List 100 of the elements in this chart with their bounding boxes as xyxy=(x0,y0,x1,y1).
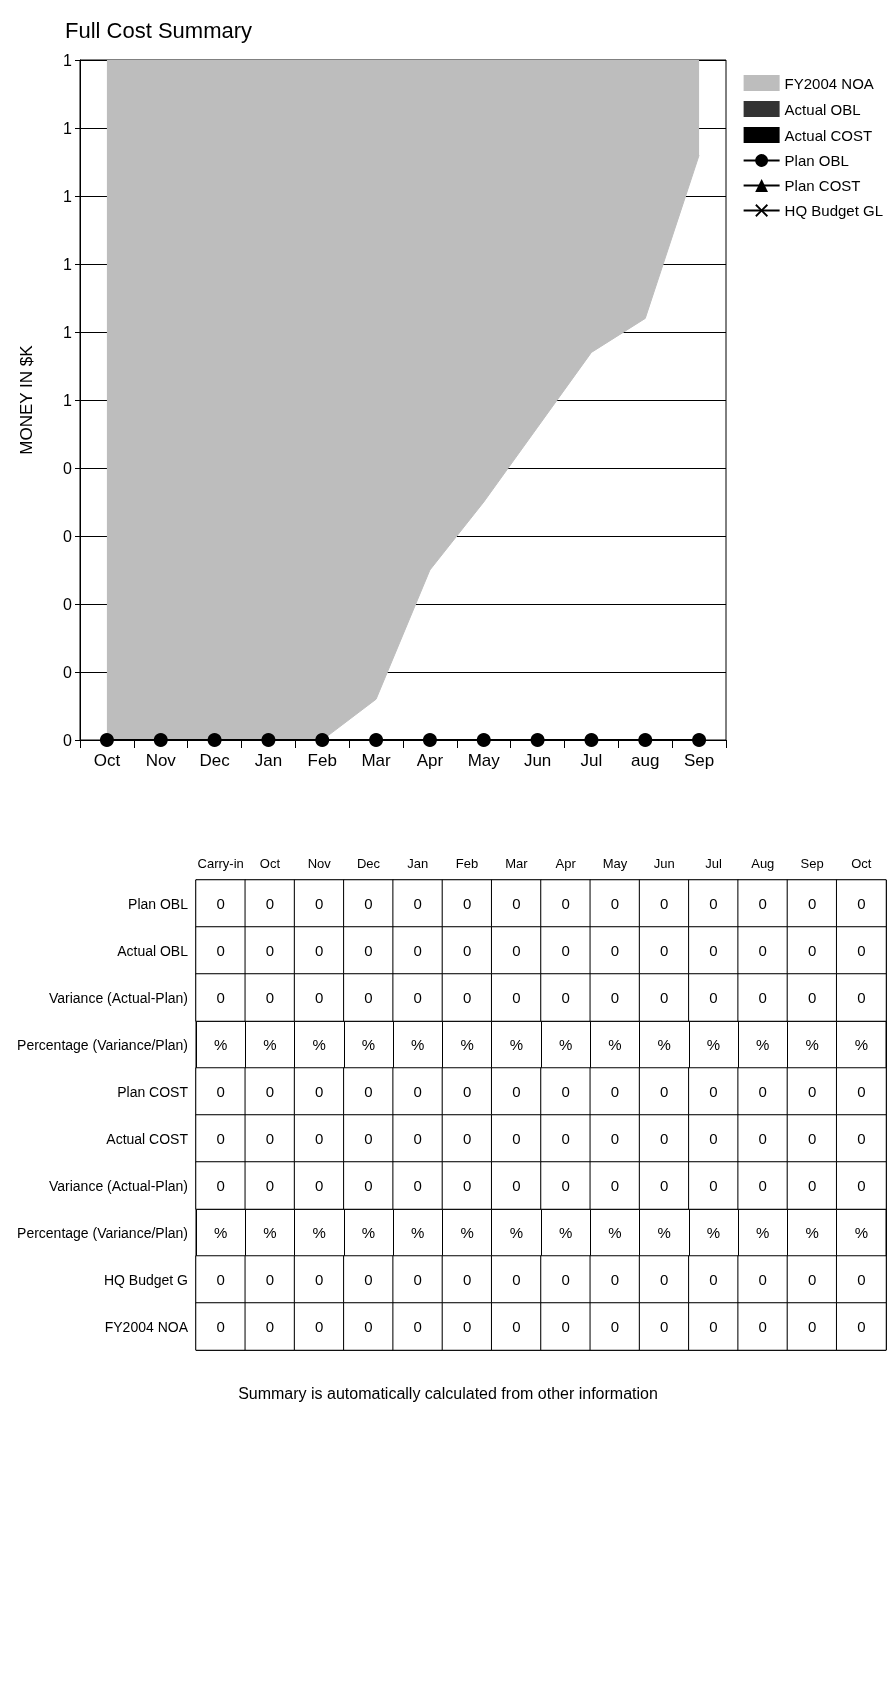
data-label: 0 xyxy=(610,1318,620,1335)
x-tick-label: Oct xyxy=(851,856,872,871)
x-tick-label: Nov xyxy=(145,751,177,770)
text: % xyxy=(460,1036,474,1053)
x-tick-label: Feb xyxy=(455,856,479,871)
data-label: 0 xyxy=(364,1130,373,1147)
data-label: 0 xyxy=(364,942,373,959)
data-label: 0 xyxy=(807,989,817,1006)
data-label: 0 xyxy=(265,1130,275,1147)
data-label: 0 xyxy=(709,1271,718,1288)
data-label: 0 xyxy=(413,989,422,1006)
data-label: 0 xyxy=(315,895,324,912)
data-label: 0 xyxy=(462,989,472,1006)
x-tick-label: Nov xyxy=(307,856,332,871)
data-label: 0 xyxy=(364,895,373,912)
text: % xyxy=(558,1224,573,1241)
y-tick-label: Percentage (Variance/Plan) xyxy=(17,1224,188,1241)
y-tick-label: Variance (Actual-Plan) xyxy=(48,1177,188,1194)
chart-title: Full Cost Summary xyxy=(65,17,253,43)
x-tick-label: Apr xyxy=(416,751,444,770)
data-label: 0 xyxy=(709,1130,718,1147)
text: % xyxy=(706,1224,721,1241)
data-label: 0 xyxy=(512,1130,521,1147)
data-label: 0 xyxy=(807,942,817,959)
data-label: 0 xyxy=(561,1130,570,1147)
text: % xyxy=(361,1224,376,1241)
data-label: 0 xyxy=(462,1318,472,1335)
x-tick-label: Sep xyxy=(683,751,715,770)
data-label: 0 xyxy=(660,1177,669,1194)
data-label: 0 xyxy=(462,942,472,959)
data-label: 0 xyxy=(610,989,620,1006)
data-label: 0 xyxy=(758,1271,767,1288)
data-label: 0 xyxy=(660,895,669,912)
text: % xyxy=(608,1224,622,1241)
data-label: 0 xyxy=(660,989,669,1006)
data-label: 0 xyxy=(315,1318,324,1335)
text: % xyxy=(608,1036,622,1053)
data-label: 0 xyxy=(364,1271,373,1288)
data-label: 0 xyxy=(216,895,225,912)
data-label: 0 xyxy=(462,1130,472,1147)
data-label: 0 xyxy=(512,1177,521,1194)
data-label: 0 xyxy=(857,989,866,1006)
x-tick-label: Oct xyxy=(93,751,121,770)
data-label: 0 xyxy=(265,942,275,959)
data-label: 0 xyxy=(315,1130,324,1147)
data-label: 0 xyxy=(709,1177,718,1194)
y-tick-label: 1 xyxy=(63,119,73,137)
data-label: 0 xyxy=(660,1271,669,1288)
y-tick-label: 1 xyxy=(63,323,73,341)
text: % xyxy=(854,1224,869,1241)
data-label: 0 xyxy=(413,942,422,959)
y-tick-label: Variance (Actual-Plan) xyxy=(48,989,188,1006)
y-tick-label: 1 xyxy=(63,391,73,409)
legend-label: Plan OBL xyxy=(784,152,849,169)
y-tick-label: 0 xyxy=(63,527,73,545)
data-label: 0 xyxy=(315,989,324,1006)
data-label: 0 xyxy=(709,1318,718,1335)
data-label: 0 xyxy=(413,1177,422,1194)
x-tick-label: May xyxy=(602,856,628,871)
data-label: 0 xyxy=(364,1318,373,1335)
data-label: 0 xyxy=(216,1083,225,1100)
text: % xyxy=(411,1036,425,1053)
text: % xyxy=(312,1224,326,1241)
x-tick-label: Jan xyxy=(407,856,429,871)
data-label: 0 xyxy=(758,1130,767,1147)
data-label: 0 xyxy=(807,1083,817,1100)
data-label: 0 xyxy=(315,1177,324,1194)
text: % xyxy=(263,1036,277,1053)
data-label: 0 xyxy=(462,895,472,912)
data-label: 0 xyxy=(610,1083,620,1100)
x-tick-label: Jul xyxy=(705,856,722,871)
data-label: 0 xyxy=(315,1083,324,1100)
data-label: 0 xyxy=(265,895,275,912)
text: % xyxy=(411,1224,425,1241)
data-label: 0 xyxy=(315,1271,324,1288)
data-label: 0 xyxy=(709,895,718,912)
data-label: 0 xyxy=(857,942,866,959)
text: % xyxy=(657,1036,671,1053)
data-label: 0 xyxy=(709,989,718,1006)
data-label: 0 xyxy=(807,1271,817,1288)
text: % xyxy=(706,1036,721,1053)
data-label: 0 xyxy=(561,1177,570,1194)
x-tick-label: Jun xyxy=(523,751,552,770)
data-label: 0 xyxy=(758,1083,767,1100)
y-tick-label: 0 xyxy=(63,663,73,681)
data-label: 0 xyxy=(364,989,373,1006)
data-label: 0 xyxy=(265,1177,275,1194)
data-label: 0 xyxy=(857,1318,866,1335)
legend-label: HQ Budget GL xyxy=(784,202,883,219)
x-tick-label: Mar xyxy=(505,856,529,871)
data-label: 0 xyxy=(561,989,570,1006)
y-axis-title: MONEY IN $K xyxy=(17,344,36,455)
x-tick-label: Jan xyxy=(254,751,283,770)
data-label: 0 xyxy=(216,942,225,959)
data-label: 0 xyxy=(512,942,521,959)
data-label: 0 xyxy=(758,989,767,1006)
x-tick-label: Sep xyxy=(800,856,824,871)
data-label: 0 xyxy=(413,1083,422,1100)
x-tick-label: Feb xyxy=(307,751,337,770)
text: % xyxy=(213,1036,228,1053)
